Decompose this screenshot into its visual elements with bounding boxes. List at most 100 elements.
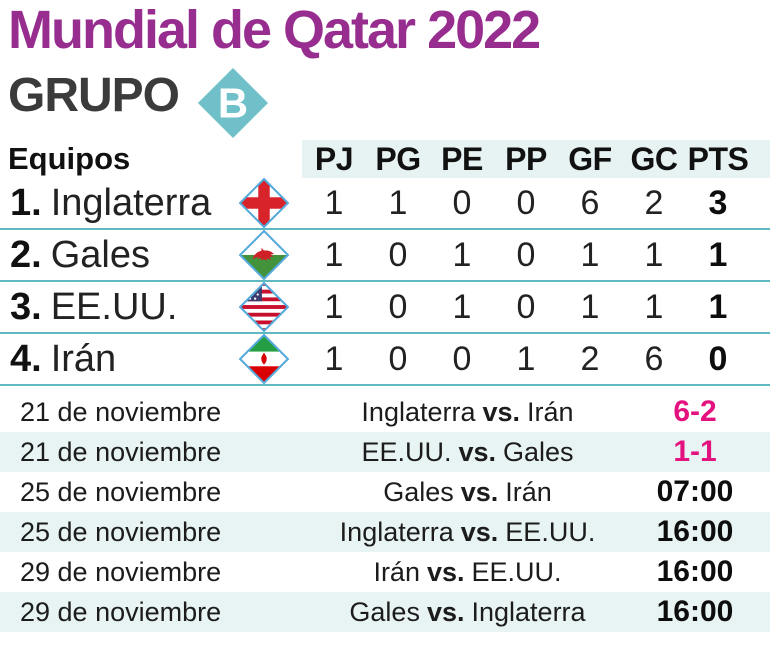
fixture-home-team: Inglaterra [361,396,476,427]
england-flag-icon [238,178,289,228]
stat-pg: 0 [388,339,408,378]
fixture-vs-label: vs. [460,476,499,507]
team-name: Gales [50,233,150,276]
team-cell: 2. Gales [0,234,225,277]
stat-gc: 6 [644,339,664,378]
team-rank: 3. [10,285,42,328]
stat-pe: 0 [452,183,472,222]
wales-flag-icon [238,230,289,280]
flag-cell [225,178,302,228]
stat-pp: 0 [516,287,536,326]
fixture-score: 1-1 [673,435,717,468]
fixture-date: 21 de noviembre [20,436,222,467]
stat-pp: 0 [516,183,536,222]
fixture-away-team: Irán [527,396,574,427]
standings-header-row: Equipos PJ PG PE PP GF GC PTS [0,140,770,178]
team-name: Irán [50,337,117,380]
stat-gf: 1 [580,235,600,274]
fixture-away-team: EE.UU. [505,516,596,547]
stat-pts: 3 [708,183,728,222]
usa-flag-icon [238,282,289,332]
fixture-match: Irán vs. EE.UU. [280,557,655,588]
column-header-gc: GC [630,140,679,177]
fixture-vs-label: vs. [458,436,497,467]
stat-gc: 2 [644,183,664,222]
fixture-match: Gales vs. Inglaterra [280,597,655,628]
stat-pg: 1 [388,183,408,222]
team-rank: 2. [10,233,42,276]
fixture-away-team: Gales [503,436,574,467]
flag-cell [225,334,302,384]
fixture-date: 25 de noviembre [20,516,222,547]
flag-cell [225,230,302,280]
fixture-time: 07:00 [656,475,734,508]
fixture-home-team: EE.UU. [361,436,452,467]
stat-pg: 0 [388,287,408,326]
stat-pts: 0 [708,339,728,378]
standings-table: Equipos PJ PG PE PP GF GC PTS 1. Inglate… [0,140,770,386]
column-header-pe: PE [441,140,483,177]
fixture-time: 16:00 [656,595,734,628]
team-row-eeuu: 3. EE.UU. [0,282,770,334]
fixture-home-team: Inglaterra [339,516,454,547]
fixture-home-team: Irán [373,556,420,587]
team-row-inglaterra: 1. Inglaterra 1 1 0 0 6 2 3 [0,178,770,230]
fixtures-table: 21 de noviembre Inglaterra vs. Irán 6-2 21… [0,392,770,632]
fixture-match: EE.UU. vs. Gales [280,437,655,468]
column-header-pj: PJ [314,140,354,177]
stat-pp: 0 [516,235,536,274]
team-cell: 4. Irán [0,338,225,381]
stat-pe: 0 [452,339,472,378]
team-row-gales: 2. Gales 1 0 1 0 1 1 1 [0,230,770,282]
fixture-match: Inglaterra vs. EE.UU. [280,517,655,548]
fixture-time: 16:00 [656,515,734,548]
group-b-badge-icon: B [197,67,269,139]
stat-gf: 1 [580,287,600,326]
fixture-date: 25 de noviembre [20,476,222,507]
fixture-vs-label: vs. [482,396,521,427]
fixture-away-team: Irán [505,476,552,507]
stat-pj: 1 [324,287,344,326]
column-header-equipos: Equipos [8,141,131,176]
stat-pe: 1 [452,235,472,274]
page-title: Mundial de Qatar 2022 [8,0,541,60]
stat-gc: 1 [644,235,664,274]
group-letter: B [218,80,248,127]
fixture-away-team: EE.UU. [471,556,562,587]
stat-gf: 2 [580,339,600,378]
team-cell: 3. EE.UU. [0,286,225,329]
stat-pe: 1 [452,287,472,326]
stat-pts: 1 [708,235,728,274]
column-header-gf: GF [568,140,612,177]
stat-pj: 1 [324,339,344,378]
stat-pts: 1 [708,287,728,326]
fixture-vs-label: vs. [426,596,465,627]
group-label: GRUPO [8,69,180,122]
stat-pj: 1 [324,183,344,222]
fixture-away-team: Inglaterra [471,596,586,627]
fixture-row: 21 de noviembre Inglaterra vs. Irán 6-2 [0,392,770,432]
stat-pj: 1 [324,235,344,274]
fixture-row: 25 de noviembre Inglaterra vs. EE.UU. 16:0… [0,512,770,552]
fixture-row: 21 de noviembre EE.UU. vs. Gales 1-1 [0,432,770,472]
flag-cell [225,282,302,332]
fixture-match: Gales vs. Irán [280,477,655,508]
team-row-iran: 4. Irán 1 0 0 1 [0,334,770,386]
fixture-row: 29 de noviembre Gales vs. Inglaterra 16:00 [0,592,770,632]
fixture-home-team: Gales [383,476,454,507]
iran-flag-icon [238,334,289,384]
fixture-date: 29 de noviembre [20,596,222,627]
column-header-pts: PTS [687,140,749,177]
stat-gc: 1 [644,287,664,326]
team-name: Inglaterra [50,181,212,224]
team-cell: 1. Inglaterra [0,182,225,225]
column-header-pp: PP [505,140,547,177]
fixture-vs-label: vs. [426,556,465,587]
fixture-vs-label: vs. [460,516,499,547]
stat-gf: 6 [580,183,600,222]
fixture-row: 29 de noviembre Irán vs. EE.UU. 16:00 [0,552,770,592]
fixture-score: 6-2 [673,395,717,428]
stat-pg: 0 [388,235,408,274]
team-rank: 1. [10,181,42,224]
